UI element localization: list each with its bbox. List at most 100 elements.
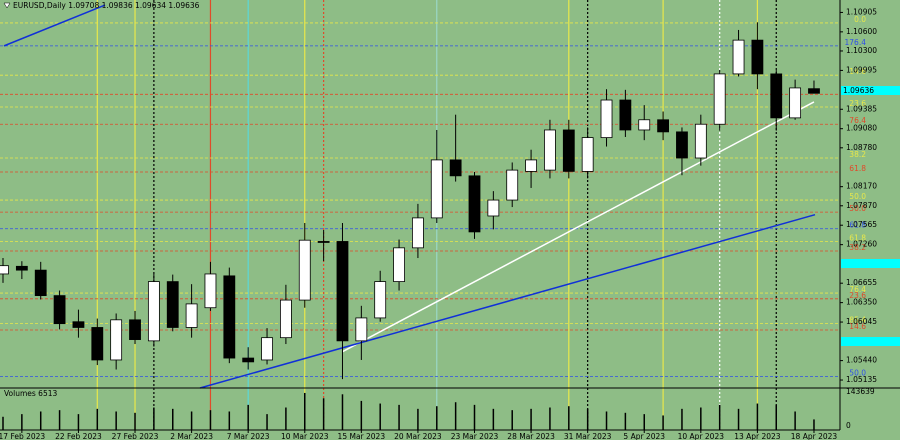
y-tick-label: 1.09385 [846,104,877,113]
y-tick-label: 1.10905 [846,7,877,16]
candle-body [600,99,613,139]
candle-body [657,119,669,133]
x-tick-label: 15 Mar 2023 [338,432,386,440]
candle-body [619,99,632,131]
x-tick-label: 7 Mar 2023 [227,432,270,440]
price-marker [841,259,900,268]
current-price-box [841,86,900,95]
level-label: 14.6 [849,322,866,331]
candle-body [53,295,66,325]
level-label: 50.0 [849,192,866,201]
candle-body [412,217,424,249]
candle-body [732,39,745,75]
y-tick-label: 1.07870 [846,201,877,210]
y-tick-label: 1.06045 [846,317,877,326]
candle-body [147,281,160,342]
candle-body [770,73,783,119]
x-tick-label: 23 Mar 2023 [451,432,499,440]
candle-body [279,299,292,339]
x-tick-label: 20 Mar 2023 [394,432,442,440]
candle-body [298,239,311,301]
candle-body [808,88,820,94]
x-tick-label: 5 Apr 2023 [623,432,665,440]
trendlines [3,4,816,389]
y-tick-label: 1.10300 [846,46,877,55]
candle-body [449,159,462,177]
level-label: 76.4 [849,285,866,294]
y-tick-label: 1.08780 [846,143,877,152]
x-tick-label: 31 Mar 2023 [564,432,612,440]
candle-body [430,159,443,219]
candle-body [487,199,500,217]
y-tick-label: 1.05135 [846,375,877,384]
level-label: 50.0 [849,369,866,378]
x-tick-label: 10 Mar 2023 [281,432,329,440]
candle-body [336,241,349,342]
level-label: 61.8 [849,164,866,173]
y-tick-label: 1.05440 [846,356,877,365]
candle-body [110,319,123,361]
level-label: 0.0 [854,15,866,24]
candle-body [468,175,481,233]
level-label: 50.0 [849,204,866,213]
candle-body [91,327,104,361]
candles [0,22,820,380]
x-tick-label: 27 Feb 2023 [112,432,159,440]
level-label: 38.2 [849,243,866,252]
y-tick-label: 1.10600 [846,27,877,36]
candle-body [317,241,330,243]
candle-body [638,119,651,131]
level-label: 76.4 [849,116,866,125]
volume-tick-label: 143639 [846,387,875,396]
y-tick-label: 1.09995 [846,65,877,74]
candle-body [713,73,726,125]
trendline [342,101,815,353]
current-price: 1.09636 [843,86,874,95]
candle-body [355,317,368,342]
x-tick-label: 28 Mar 2023 [507,432,555,440]
volume-title: Volumes 6513 [4,389,58,398]
level-label: 38.2 [849,150,866,159]
candle-body [562,129,575,172]
candle-body [525,159,537,172]
volume-pane [2,392,815,430]
candle-body [676,131,688,159]
volume-tick-label: 0 [846,421,851,430]
candle-body [544,129,556,171]
y-tick-label: 1.08170 [846,182,877,191]
level-label: 85.4 [849,316,866,325]
x-tick-label: 13 Apr 2023 [734,432,781,440]
trendline [3,4,106,47]
candle-body [261,337,273,361]
candle-body [34,269,47,297]
price-marker [841,337,900,346]
candle-body [393,247,405,283]
x-tick-label: 17 Feb 2023 [0,432,45,440]
level-label: 14.6 [849,67,866,76]
y-tick-label: 1.06350 [846,298,877,307]
candle-body [204,273,217,309]
fib-levels: 0.0176.414.685.423.676.438.261.850.050.0… [0,15,866,378]
candle-body [185,303,198,328]
candle-body [374,281,387,319]
axes: 1.10905 1.10600 1.10300 1.09995 1.09385 1.090… [0,7,877,440]
candle-body [72,321,85,328]
x-tick-label: 10 Apr 2023 [678,432,725,440]
y-tick-label: 1.06655 [846,278,877,287]
candle-body [15,265,28,271]
y-tick-label: 1.07565 [846,220,877,229]
x-tick-label: 22 Feb 2023 [55,432,102,440]
y-tick-label: 1.09080 [846,124,877,133]
chart-title: EURUSD,Daily 1.09708 1.09836 1.09634 1.0… [13,1,200,10]
candle-body [581,137,594,172]
title-icon [3,2,11,9]
candle-body [166,281,179,328]
trendline [199,213,816,389]
candle-body [506,169,519,201]
candle-body [694,123,707,159]
candle-body [751,39,764,75]
x-tick-label: 18 Apr 2023 [791,432,838,440]
